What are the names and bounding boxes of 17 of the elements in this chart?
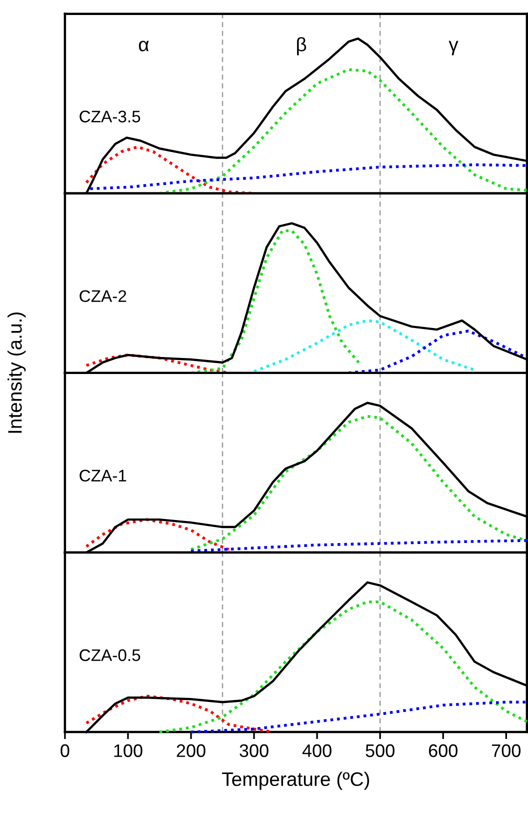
x-tick-label: 0 [60,744,70,758]
annotation: γ [448,40,458,56]
text: CZA-3.5 [80,110,140,122]
x-tick-label: 700 [492,744,520,758]
x-tick-label: 600 [428,744,458,758]
text: CZA-0.5 [80,649,140,662]
x-tick-label: 100 [114,744,142,758]
x-tick-label: 300 [240,744,268,758]
x-tick-label: 500 [366,744,394,758]
x-axis-title: Temperature (ºC) [222,772,370,790]
y-axis-title: Intensity (a.u.) [8,312,26,433]
annotation: α [138,40,149,52]
text: CZA-1 [80,470,126,482]
x-tick-label: 200 [176,744,206,758]
annotation: β [297,37,306,56]
text: CZA-2 [80,290,126,302]
x-tick-label: 400 [302,744,332,758]
